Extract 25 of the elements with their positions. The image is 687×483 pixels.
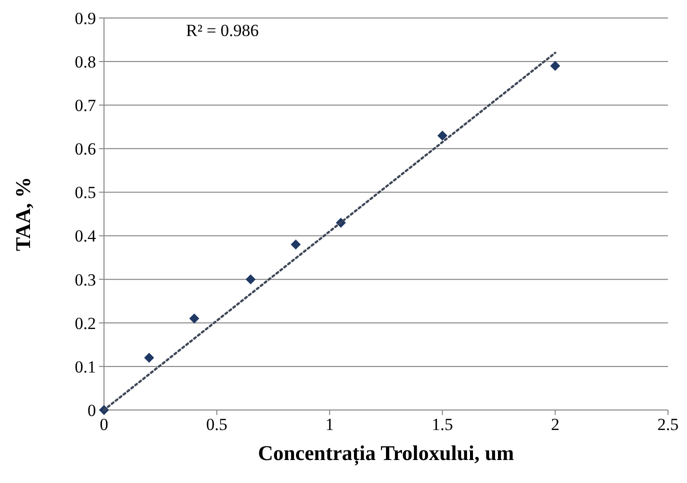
x-tick-label: 1.5 — [432, 415, 454, 434]
point — [144, 352, 154, 363]
y-tick-label: 0.4 — [74, 226, 96, 246]
y-tick-label: 0.8 — [74, 52, 96, 72]
y-tick-label: 0.5 — [74, 183, 96, 202]
y-tick-label: 0.3 — [74, 270, 96, 290]
y-tick-label: 0.2 — [74, 314, 96, 333]
y-axis-title: TAA, % — [11, 176, 35, 252]
x-axis-title: Concentrația Troloxului, um — [258, 441, 515, 466]
point — [246, 274, 256, 284]
x-tick-label: 2 — [550, 415, 560, 434]
x-tick-label: 2.5 — [657, 415, 679, 434]
x-tick-label: 0.5 — [206, 415, 228, 434]
point — [290, 239, 301, 250]
point — [437, 130, 448, 141]
point — [550, 60, 560, 71]
y-tick-label: 0.9 — [74, 8, 96, 28]
x-tick-label: 1 — [325, 415, 334, 434]
y-tick-label: 0 — [88, 400, 96, 420]
y-tick-label: 0.6 — [74, 140, 96, 159]
point — [189, 314, 200, 324]
x-tick-label: 0 — [100, 415, 108, 434]
y-tick-label: 0.7 — [74, 96, 96, 116]
annotation: R² = 0.986 — [186, 20, 259, 40]
y-tick-label: 0.1 — [74, 357, 96, 376]
